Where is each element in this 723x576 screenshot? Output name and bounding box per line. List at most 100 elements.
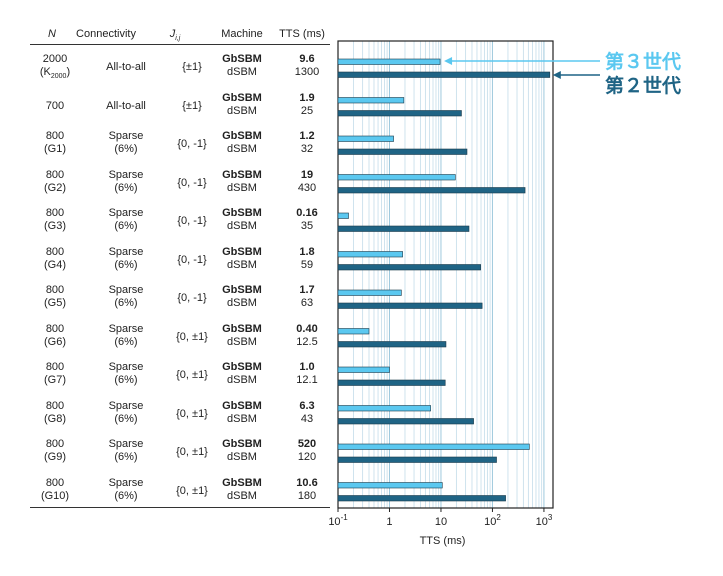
tts-dsbm: 12.5 bbox=[296, 335, 318, 348]
cell-tts: 10.6 180 bbox=[277, 477, 337, 503]
header-machine: Machine bbox=[221, 28, 263, 40]
machine-gbsbm: GbSBM bbox=[222, 245, 262, 258]
cell-n-value: 800 bbox=[45, 438, 65, 450]
cell-n-label: (G7) bbox=[44, 374, 66, 386]
header-connectivity: Connectivity bbox=[76, 28, 136, 40]
cell-n-label: (G6) bbox=[44, 335, 66, 348]
cell-n: 800 (G5) bbox=[34, 284, 76, 310]
cell-tts: 1.0 12.1 bbox=[277, 361, 337, 387]
cell-n-label: (G3) bbox=[44, 220, 66, 232]
cell-j: {0, -1} bbox=[177, 215, 207, 227]
bar-gbsbm-3 bbox=[337, 174, 456, 181]
cell-n-label: (G2) bbox=[44, 181, 66, 194]
cell-n-value: 700 bbox=[45, 99, 65, 112]
legend-gen2-label: 第２世代 bbox=[605, 76, 682, 97]
cell-j: {0, ±1} bbox=[176, 369, 208, 381]
table-top-rule bbox=[30, 44, 330, 45]
cell-n: 800 (G3) bbox=[34, 207, 76, 233]
tts-gbsbm: 10.6 bbox=[296, 476, 318, 489]
x-axis-title: TTS (ms) bbox=[420, 535, 466, 547]
cell-n: 700 bbox=[34, 100, 76, 113]
cell-n: 800 (G6) bbox=[34, 323, 76, 349]
bar-gbsbm-1 bbox=[337, 97, 405, 104]
cell-n: 800 (G2) bbox=[34, 169, 76, 195]
machine-gbsbm: GbSBM bbox=[222, 168, 262, 181]
bar-dsbm-0 bbox=[337, 71, 551, 78]
bar-gbsbm-5 bbox=[337, 251, 403, 258]
tts-gbsbm: 9.6 bbox=[299, 53, 315, 65]
bar-dsbm-6 bbox=[337, 302, 483, 309]
tts-dsbm: 43 bbox=[300, 412, 314, 425]
machine-gbsbm: GbSBM bbox=[222, 284, 262, 296]
cell-machine: GbSBM dSBM bbox=[212, 130, 272, 156]
tts-dsbm: 32 bbox=[300, 143, 314, 155]
bar-gbsbm-6 bbox=[337, 289, 402, 296]
table-row: 800 (G4) Sparse (6%) {0, -1} GbSBM dSBM 1.… bbox=[30, 246, 330, 284]
cell-n-label: (G9) bbox=[44, 451, 66, 463]
bar-gbsbm-7 bbox=[337, 328, 370, 335]
machine-gbsbm: GbSBM bbox=[222, 207, 262, 219]
machine-gbsbm: GbSBM bbox=[222, 361, 262, 373]
cell-n-value: 800 bbox=[45, 322, 65, 335]
cell-connectivity: Sparse (6%) bbox=[108, 168, 144, 194]
cell-n-value: 800 bbox=[45, 207, 65, 219]
x-tick-label: 102 bbox=[484, 513, 501, 528]
cell-j: {0, ±1} bbox=[176, 330, 208, 343]
cell-n: 800 (G7) bbox=[34, 361, 76, 387]
cell-n-label: (G10) bbox=[40, 489, 70, 502]
table-row: 800 (G10) Sparse (6%) {0, ±1} GbSBM dSBM 1… bbox=[30, 477, 330, 515]
tts-dsbm: 35 bbox=[300, 220, 314, 232]
machine-gbsbm: GbSBM bbox=[222, 91, 262, 104]
x-tick-label: 10-1 bbox=[328, 513, 348, 528]
cell-n-value: 800 bbox=[45, 476, 65, 489]
cell-j: {0, -1} bbox=[177, 253, 207, 266]
cell-j: {±1} bbox=[182, 99, 202, 112]
machine-dsbm: dSBM bbox=[227, 104, 257, 117]
cell-n-label: (G8) bbox=[44, 412, 66, 425]
bar-gbsbm-10 bbox=[337, 443, 530, 450]
machine-dsbm: dSBM bbox=[227, 451, 257, 463]
table-row: 800 (G6) Sparse (6%) {0, ±1} GbSBM dSBM 0.… bbox=[30, 323, 330, 361]
bar-dsbm-8 bbox=[337, 379, 446, 386]
cell-machine: GbSBM dSBM bbox=[212, 477, 272, 503]
cell-n: 800 (G8) bbox=[34, 400, 76, 426]
tts-dsbm: 1300 bbox=[294, 66, 320, 78]
cell-connectivity: Sparse (6%) bbox=[108, 399, 144, 425]
cell-j: {0, -1} bbox=[177, 138, 207, 150]
cell-machine: GbSBM dSBM bbox=[212, 92, 272, 118]
tts-dsbm: 63 bbox=[300, 297, 314, 309]
cell-n-value: 800 bbox=[45, 245, 65, 258]
tts-gbsbm: 0.16 bbox=[296, 207, 318, 219]
machine-dsbm: dSBM bbox=[227, 297, 257, 309]
header-j-subscript: i,j bbox=[175, 35, 181, 43]
legend-gen3-arrow-head bbox=[444, 57, 453, 65]
bar-gbsbm-2 bbox=[337, 135, 394, 142]
tts-gbsbm: 1.9 bbox=[299, 91, 315, 104]
table-row: 800 (G7) Sparse (6%) {0, ±1} GbSBM dSBM 1.… bbox=[30, 361, 330, 399]
machine-gbsbm: GbSBM bbox=[222, 476, 262, 489]
cell-n-value: 800 bbox=[45, 168, 65, 181]
cell-connectivity: Sparse (6%) bbox=[108, 361, 144, 386]
cell-tts: 1.7 63 bbox=[277, 284, 337, 310]
cell-n: 800 (G9) bbox=[34, 438, 76, 464]
cell-connectivity: Sparse (6%) bbox=[108, 130, 144, 155]
tts-dsbm: 59 bbox=[300, 258, 314, 271]
machine-gbsbm: GbSBM bbox=[222, 130, 262, 142]
machine-dsbm: dSBM bbox=[227, 412, 257, 425]
tts-gbsbm: 1.0 bbox=[299, 361, 315, 373]
tts-gbsbm: 1.2 bbox=[299, 130, 315, 142]
table-row: 800 (G1) Sparse (6%) {0, -1} GbSBM dSBM 1.… bbox=[30, 130, 330, 168]
table-row: 800 (G9) Sparse (6%) {0, ±1} GbSBM dSBM 52… bbox=[30, 438, 330, 476]
cell-connectivity: Sparse (6%) bbox=[108, 207, 144, 232]
legend-gen2-arrow-head bbox=[552, 71, 561, 79]
bar-gbsbm-4 bbox=[337, 212, 349, 219]
cell-j: {0, ±1} bbox=[176, 446, 208, 458]
cell-n: 800 (G1) bbox=[34, 130, 76, 156]
machine-dsbm: dSBM bbox=[227, 181, 257, 194]
cell-machine: GbSBM dSBM bbox=[212, 207, 272, 233]
cell-tts: 6.3 43 bbox=[277, 400, 337, 426]
tts-gbsbm: 520 bbox=[297, 438, 317, 450]
machine-dsbm: dSBM bbox=[227, 143, 257, 155]
table-row: 800 (G3) Sparse (6%) {0, -1} GbSBM dSBM 0.… bbox=[30, 207, 330, 245]
